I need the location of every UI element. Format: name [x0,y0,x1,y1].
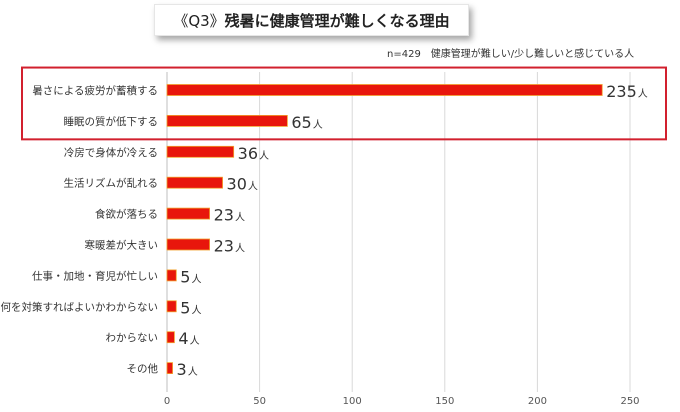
data-label: 30人 [227,175,258,194]
category-label: その他 [127,362,159,375]
category-label: 何を対策すればよいかわからない [1,300,159,313]
category-label: 冷房で身体が冷える [64,146,158,159]
category-label: 暑さによる疲労が蓄積する [32,84,158,97]
x-tick-label: 200 [528,396,547,407]
chart-title-box: 《Q3》 残暑に健康管理が難しくなる理由 [154,4,469,36]
data-label: 5人 [180,267,201,286]
data-label: 4人 [178,329,199,348]
bar [166,176,223,189]
bar [166,331,175,344]
x-tick-label: 100 [343,396,362,407]
category-label: 食欲が落ちる [95,208,158,221]
bar [166,269,177,282]
chart-subtitle: n=429 健康管理が難しい/少し難しいと感じている人 [387,49,635,60]
bar [166,84,603,96]
bar [166,362,173,375]
data-label: 23人 [214,206,245,225]
chart-title: 残暑に健康管理が難しくなる理由 [224,11,450,30]
category-label: 寒暖差が大きい [85,239,159,252]
data-label: 65人 [291,113,322,132]
category-label: 仕事・加地・育児が忙しい [32,269,158,282]
category-label: わからない [106,332,159,344]
x-tick-label: 250 [620,396,639,407]
x-tick-label: 50 [253,396,266,407]
bar [166,238,210,251]
highlight-box [21,66,667,141]
data-label: 3人 [177,360,198,379]
bar [166,207,210,220]
x-tick-label: 150 [435,396,454,407]
data-label: 23人 [214,237,245,256]
bar [166,300,177,313]
data-label: 235人 [606,82,648,101]
bar [166,145,235,158]
question-number: 《Q3》 [173,11,225,30]
x-tick-label: 0 [164,396,170,407]
bar [166,115,288,127]
data-label: 5人 [180,298,201,317]
data-label: 36人 [238,144,269,163]
category-label: 睡眠の質が低下する [64,115,159,128]
category-label: 生活リズムが乱れる [64,177,159,190]
